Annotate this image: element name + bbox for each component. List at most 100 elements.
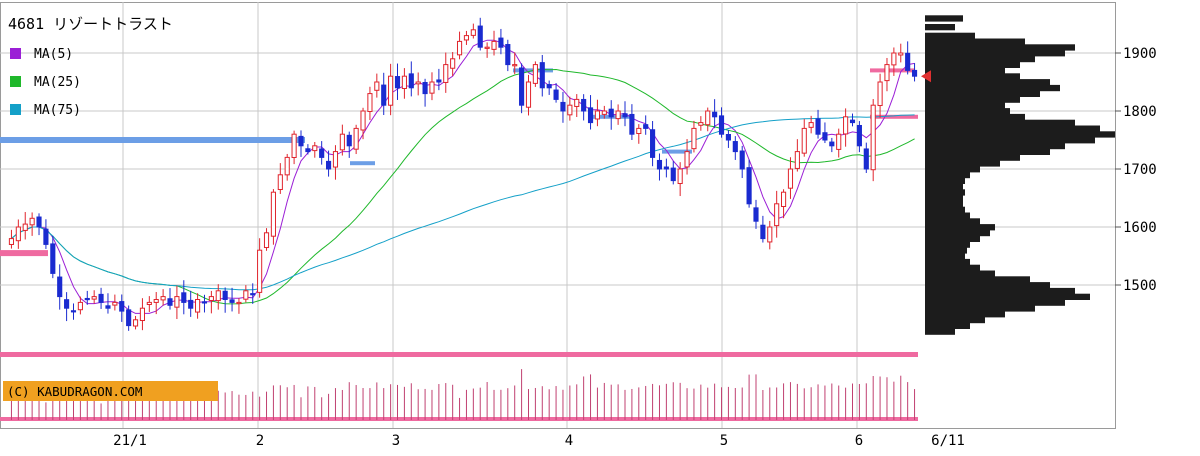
profile-bar: [925, 282, 1050, 289]
candle: [856, 121, 862, 153]
candle: [891, 47, 897, 76]
profile-bar: [925, 311, 1005, 318]
profile-bar: [925, 264, 980, 271]
candle-body: [463, 35, 470, 41]
candle: [836, 128, 842, 158]
support-band: [0, 137, 305, 143]
moving-averages: [11, 39, 915, 314]
profile-bar: [925, 90, 1040, 97]
candlestick-series: [8, 17, 918, 331]
candle: [705, 107, 711, 132]
x-tick-label: 4: [565, 433, 573, 449]
candle: [222, 287, 228, 313]
profile-bar: [925, 206, 965, 213]
candle-body: [643, 124, 649, 129]
candle-body: [443, 64, 449, 83]
candle-body: [229, 299, 235, 303]
candle-body: [236, 301, 242, 305]
plot-frame: [0, 2, 1116, 429]
candle: [822, 122, 828, 144]
profile-bar: [925, 96, 1020, 103]
candle-body: [505, 44, 511, 66]
ma75-line: [11, 114, 915, 291]
candle-body: [22, 223, 28, 231]
candle-body: [119, 301, 125, 312]
profile-bar: [925, 108, 1010, 115]
candle-body: [636, 127, 642, 135]
candle-body: [339, 133, 345, 151]
copyright-text: (C) KABUDRAGON.COM: [7, 384, 142, 399]
profile-bar: [925, 276, 1030, 283]
candle-body: [381, 84, 387, 106]
x-tick-label: 6/11: [931, 433, 965, 449]
profile-bar: [925, 258, 970, 266]
candle: [663, 158, 669, 178]
candle-body: [560, 101, 566, 112]
candle-body: [167, 298, 173, 306]
candle: [367, 86, 373, 121]
candle-body: [484, 46, 490, 49]
candle-body: [50, 243, 56, 274]
profile-bar: [925, 148, 1050, 155]
candle: [326, 150, 332, 177]
candle: [801, 119, 807, 157]
markers: [921, 70, 931, 83]
candle-body: [519, 67, 525, 106]
profile-bar: [925, 38, 1025, 45]
candle-body: [712, 111, 718, 118]
candle: [146, 296, 152, 312]
candle: [29, 212, 35, 236]
candle: [394, 63, 401, 100]
candle-body: [277, 174, 283, 191]
candle: [512, 52, 518, 75]
profile-bar: [925, 73, 1020, 80]
candle-body: [160, 296, 166, 301]
candle: [132, 315, 139, 330]
candle: [525, 74, 532, 116]
legend-label-ma75: MA(75): [34, 103, 81, 118]
candle-body: [884, 64, 890, 82]
candle-body: [319, 148, 325, 158]
candle: [415, 72, 421, 96]
profile-bar: [925, 200, 963, 208]
candle-body: [408, 73, 414, 89]
candle: [532, 61, 538, 87]
profile-bar: [925, 102, 1005, 109]
candle: [257, 238, 263, 298]
candle-body: [250, 293, 256, 296]
candle: [581, 94, 587, 121]
level-band: [662, 149, 692, 154]
candle: [208, 290, 214, 314]
candle: [905, 41, 911, 75]
candle: [787, 157, 794, 199]
candle: [732, 136, 738, 160]
candle: [374, 73, 380, 98]
candle: [443, 52, 449, 93]
candle-body: [491, 40, 497, 50]
profile-bar: [925, 142, 1065, 150]
candle: [64, 292, 70, 322]
candle-body: [201, 301, 208, 304]
candle: [119, 294, 125, 322]
profile-bar: [925, 67, 1005, 74]
candle-body: [753, 207, 759, 222]
candle-body: [525, 81, 532, 108]
candle: [774, 190, 780, 238]
candle-body: [615, 110, 621, 120]
candle-body: [139, 307, 145, 322]
candle: [250, 283, 256, 304]
level-band: [870, 114, 918, 119]
candle-body: [112, 301, 118, 306]
candle: [77, 296, 83, 315]
candle: [477, 17, 483, 51]
candle-body: [608, 108, 614, 118]
candle: [105, 293, 111, 314]
candle: [698, 116, 704, 131]
candle: [574, 94, 580, 118]
candle: [760, 215, 766, 243]
candle: [608, 100, 614, 130]
candle: [677, 162, 683, 197]
candle-body: [215, 290, 221, 302]
x-tick-label: 2: [256, 433, 264, 449]
candle-body: [670, 167, 676, 182]
